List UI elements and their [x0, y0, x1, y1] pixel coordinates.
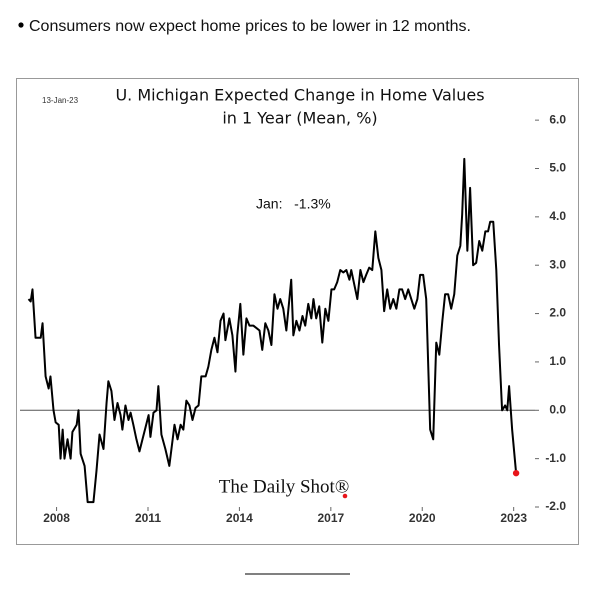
y-tick-label: 6.0	[549, 112, 566, 126]
chart-title: U. Michigan Expected Change in Home Valu…	[115, 86, 484, 105]
x-tick-label: 2008	[43, 511, 70, 525]
chart-date: 13-Jan-23	[42, 96, 79, 105]
last-point	[512, 469, 520, 477]
y-tick-label: 1.0	[549, 354, 566, 368]
y-tick-label: 3.0	[549, 257, 566, 271]
x-tick-label: 2014	[226, 511, 253, 525]
chart-frame	[16, 78, 579, 545]
x-tick-label: 2020	[409, 511, 436, 525]
logo-dot	[342, 493, 348, 499]
x-tick-label: 2023	[500, 511, 527, 525]
y-tick-label: 5.0	[549, 161, 566, 175]
x-tick-label: 2017	[317, 511, 344, 525]
annotation: Jan: -1.3%	[256, 196, 331, 212]
y-tick-label: -2.0	[545, 499, 566, 513]
y-tick-label: -1.0	[545, 451, 566, 465]
y-tick-label: 2.0	[549, 306, 566, 320]
x-tick-label: 2011	[135, 511, 161, 525]
chart-subtitle: in 1 Year (Mean, %)	[222, 109, 377, 128]
series-line	[27, 157, 518, 504]
bullet-text: Consumers now expect home prices to be l…	[29, 18, 471, 35]
bullet-dot	[18, 22, 24, 28]
y-tick-label: 0.0	[549, 402, 566, 416]
source-logo: The Daily Shot®	[219, 476, 350, 497]
y-tick-label: 4.0	[549, 209, 566, 223]
